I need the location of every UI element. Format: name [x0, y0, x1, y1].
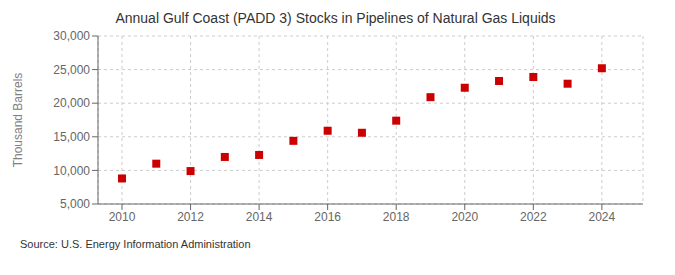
svg-text:2012: 2012 — [177, 210, 204, 224]
svg-text:15,000: 15,000 — [53, 130, 90, 144]
svg-text:2014: 2014 — [246, 210, 273, 224]
svg-text:2024: 2024 — [589, 210, 616, 224]
svg-text:2022: 2022 — [520, 210, 547, 224]
svg-text:10,000: 10,000 — [53, 164, 90, 178]
svg-text:2010: 2010 — [109, 210, 136, 224]
svg-text:2016: 2016 — [314, 210, 341, 224]
html-text:Annual Gulf Coast (PADD 3) Sto: Annual Gulf Coast (PADD 3) Stocks in Pip… — [115, 10, 556, 26]
svg-text:30,000: 30,000 — [53, 29, 90, 43]
html-text:Source: U.S. Energy Informatio: Source: U.S. Energy Information Administ… — [20, 238, 251, 250]
svg-text:5,000: 5,000 — [60, 197, 90, 211]
svg-text:2018: 2018 — [383, 210, 410, 224]
svg-text:Thousand Barrels: Thousand Barrels — [11, 73, 25, 168]
svg-text:25,000: 25,000 — [53, 63, 90, 77]
svg-text:2020: 2020 — [451, 210, 478, 224]
svg-text:20,000: 20,000 — [53, 96, 90, 110]
